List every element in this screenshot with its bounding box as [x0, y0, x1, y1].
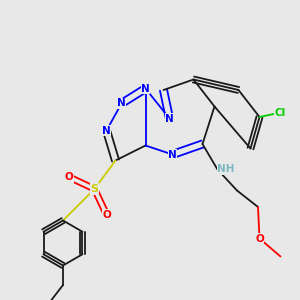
- Text: S: S: [91, 184, 98, 194]
- Text: Cl: Cl: [275, 107, 286, 118]
- Text: N: N: [141, 83, 150, 94]
- Text: N: N: [102, 125, 111, 136]
- Text: N: N: [117, 98, 126, 109]
- Text: NH: NH: [218, 164, 235, 175]
- Text: N: N: [165, 113, 174, 124]
- Text: N: N: [168, 149, 177, 160]
- Text: O: O: [255, 233, 264, 244]
- Text: O: O: [102, 209, 111, 220]
- Text: O: O: [64, 172, 74, 182]
